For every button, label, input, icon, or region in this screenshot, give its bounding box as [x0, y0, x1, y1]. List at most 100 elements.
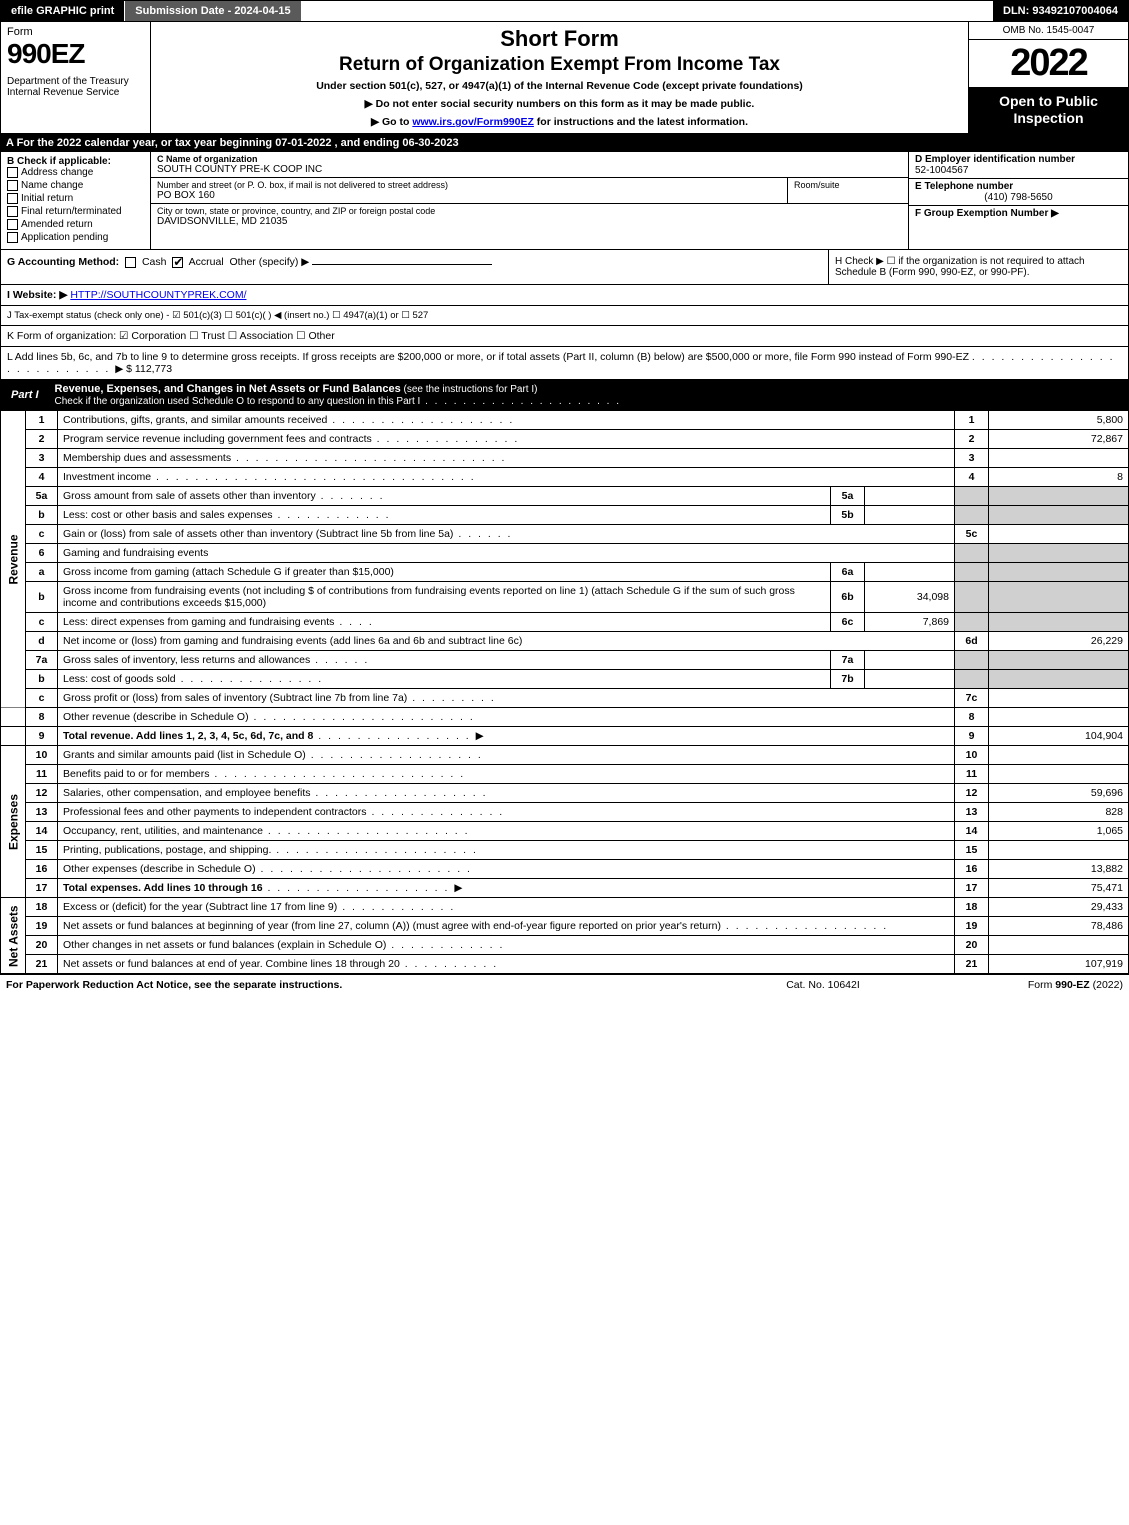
check-address-change[interactable]: Address change: [7, 167, 144, 178]
numcol: 8: [955, 708, 989, 727]
ln: 17: [26, 879, 58, 898]
numcol: 4: [955, 468, 989, 487]
ln: 6: [26, 544, 58, 563]
group-label: F Group Exemption Number ▶: [915, 208, 1059, 219]
part1-checkbox[interactable]: [1104, 389, 1128, 401]
dots: . . . . . . . . . . . . . . . . . . . . …: [420, 396, 621, 407]
street-cell: Number and street (or P. O. box, if mail…: [151, 178, 788, 203]
check-name-change[interactable]: Name change: [7, 180, 144, 191]
org-name-value: SOUTH COUNTY PRE-K COOP INC: [157, 164, 902, 175]
line-3: 3 Membership dues and assessments . . . …: [1, 449, 1129, 468]
dln-label: DLN: 93492107004064: [993, 1, 1128, 21]
line-7b: b Less: cost of goods sold . . . . . . .…: [1, 670, 1129, 689]
numcol-shade: [955, 506, 989, 525]
row-i-website: I Website: ▶ HTTP://SOUTHCOUNTYPREK.COM/: [0, 285, 1129, 306]
mini-val: 34,098: [865, 582, 955, 613]
valcol: [989, 765, 1129, 784]
line-6: 6 Gaming and fundraising events: [1, 544, 1129, 563]
numcol: 15: [955, 841, 989, 860]
top-bar: efile GRAPHIC print Submission Date - 20…: [0, 0, 1129, 22]
desc: Other revenue (describe in Schedule O) .…: [58, 708, 955, 727]
valcol: [989, 525, 1129, 544]
valcol: 75,471: [989, 879, 1129, 898]
numcol-shade: [955, 582, 989, 613]
valcol-shade: [989, 563, 1129, 582]
desc: Total revenue. Add lines 1, 2, 3, 4, 5c,…: [58, 727, 955, 746]
line-7a: 7a Gross sales of inventory, less return…: [1, 651, 1129, 670]
checkbox-icon: [7, 180, 18, 191]
l-amount: ▶ $ 112,773: [115, 363, 172, 375]
part1-header: Part I Revenue, Expenses, and Changes in…: [0, 380, 1129, 411]
line-14: 14 Occupancy, rent, utilities, and maint…: [1, 822, 1129, 841]
valcol: 107,919: [989, 955, 1129, 974]
ein-value: 52-1004567: [915, 165, 968, 176]
city-cell: City or town, state or province, country…: [151, 204, 908, 229]
row-gh: G Accounting Method: Cash Accrual Other …: [0, 250, 1129, 285]
numcol: 12: [955, 784, 989, 803]
numcol-shade: [955, 613, 989, 632]
footer-right: Form 990-EZ (2022): [923, 979, 1123, 991]
ln: 9: [26, 727, 58, 746]
col-c-org-info: C Name of organization SOUTH COUNTY PRE-…: [151, 152, 908, 250]
irs-link[interactable]: www.irs.gov/Form990EZ: [412, 116, 534, 128]
check-amended-return[interactable]: Amended return: [7, 219, 144, 230]
desc: Membership dues and assessments . . . . …: [58, 449, 955, 468]
line-1: Revenue 1 Contributions, gifts, grants, …: [1, 411, 1129, 430]
desc: Gain or (loss) from sale of assets other…: [58, 525, 955, 544]
checkbox-icon[interactable]: [125, 257, 136, 268]
submission-date-button[interactable]: Submission Date - 2024-04-15: [125, 1, 301, 21]
desc: Other expenses (describe in Schedule O) …: [58, 860, 955, 879]
ln: c: [26, 689, 58, 708]
desc: Net assets or fund balances at end of ye…: [58, 955, 955, 974]
line-5b: b Less: cost or other basis and sales ex…: [1, 506, 1129, 525]
line-6d: d Net income or (loss) from gaming and f…: [1, 632, 1129, 651]
ln: 8: [26, 708, 58, 727]
row-a-calendar-year: A For the 2022 calendar year, or tax yea…: [0, 134, 1129, 152]
numcol: 18: [955, 898, 989, 917]
footer-right-pre: Form: [1028, 979, 1055, 991]
ln: 11: [26, 765, 58, 784]
line-4: 4 Investment income . . . . . . . . . . …: [1, 468, 1129, 487]
mini-val: 7,869: [865, 613, 955, 632]
numcol: 7c: [955, 689, 989, 708]
website-link[interactable]: HTTP://SOUTHCOUNTYPREK.COM/: [70, 289, 246, 301]
ln: 15: [26, 841, 58, 860]
ln: b: [26, 670, 58, 689]
line-6a: a Gross income from gaming (attach Sched…: [1, 563, 1129, 582]
desc: Occupancy, rent, utilities, and maintena…: [58, 822, 955, 841]
ln: 2: [26, 430, 58, 449]
check-application-pending[interactable]: Application pending: [7, 232, 144, 243]
desc: Less: cost or other basis and sales expe…: [58, 506, 831, 525]
check-label: Name change: [21, 180, 83, 191]
department-label: Department of the Treasury Internal Reve…: [7, 76, 144, 98]
sidelabel-blank: [1, 727, 26, 746]
check-initial-return[interactable]: Initial return: [7, 193, 144, 204]
valcol: 29,433: [989, 898, 1129, 917]
line-9: 9 Total revenue. Add lines 1, 2, 3, 4, 5…: [1, 727, 1129, 746]
mini-label: 6c: [831, 613, 865, 632]
check-final-return[interactable]: Final return/terminated: [7, 206, 144, 217]
ln: 18: [26, 898, 58, 917]
desc: Salaries, other compensation, and employ…: [58, 784, 955, 803]
check-label: Amended return: [21, 219, 93, 230]
tax-year: 2022: [969, 40, 1128, 87]
checkbox-checked-icon[interactable]: [172, 257, 183, 268]
tel-cell: E Telephone number (410) 798-5650: [909, 179, 1128, 206]
form-word: Form: [7, 26, 144, 38]
part1-sub: (see the instructions for Part I): [401, 384, 538, 395]
numcol-shade: [955, 651, 989, 670]
footer-right-bold: 990-EZ: [1055, 979, 1089, 991]
efile-print-button[interactable]: efile GRAPHIC print: [1, 1, 125, 21]
tel-label: E Telephone number: [915, 181, 1013, 192]
g-other: Other (specify) ▶: [230, 256, 310, 268]
mini-val: [865, 563, 955, 582]
city-value: DAVIDSONVILLE, MD 21035: [157, 216, 902, 227]
line-13: 13 Professional fees and other payments …: [1, 803, 1129, 822]
ln: c: [26, 525, 58, 544]
g-other-input[interactable]: [312, 264, 492, 265]
line-15: 15 Printing, publications, postage, and …: [1, 841, 1129, 860]
desc: Gross sales of inventory, less returns a…: [58, 651, 831, 670]
section-bcd: B Check if applicable: Address change Na…: [0, 152, 1129, 251]
g-cash: Cash: [142, 256, 167, 268]
mini-val: [865, 651, 955, 670]
